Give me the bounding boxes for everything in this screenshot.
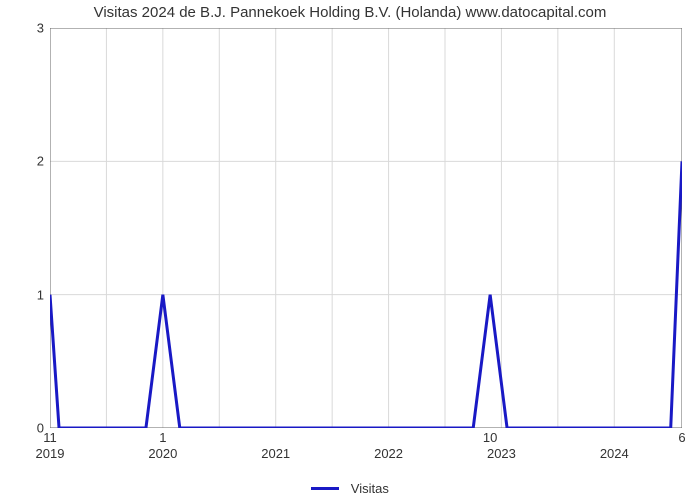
visits-chart: Visitas 2024 de B.J. Pannekoek Holding B… [0,0,700,500]
y-tick-label: 1 [37,287,50,302]
chart-svg [50,28,682,428]
peak-value-label: 11 [43,428,57,445]
y-tick-label: 2 [37,154,50,169]
chart-title: Visitas 2024 de B.J. Pannekoek Holding B… [0,4,700,21]
x-tick-label: 2024 [600,428,629,461]
x-tick-label: 2021 [261,428,290,461]
peak-value-label: 1 [159,428,166,445]
peak-value-label: 10 [483,428,497,445]
legend-swatch [311,487,339,490]
legend-label: Visitas [351,481,389,496]
chart-legend: Visitas [0,480,700,496]
x-tick-label: 2022 [374,428,403,461]
peak-value-label: 6 [678,428,685,445]
plot-area: 0123201920202021202220232024111106 [50,28,682,428]
y-tick-label: 3 [37,21,50,36]
